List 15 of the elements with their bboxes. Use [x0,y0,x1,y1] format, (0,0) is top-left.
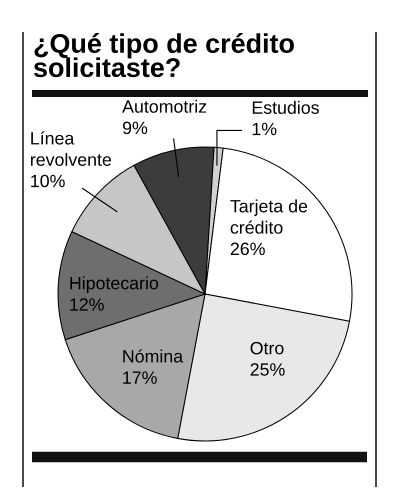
slice-label: Automotriz [122,100,206,113]
slice-label: Tarjeta de crédito [230,199,308,234]
slice-label: Estudios [252,100,319,114]
slice-label: Hipotecario [70,276,158,293]
slice-label: Nómina [123,349,184,363]
slice-label: Línea revolvente [31,131,112,166]
data-label: 1% [252,122,276,136]
data-label: 10% [31,174,65,188]
data-label: 12% [70,298,104,311]
data-label: 17% [123,371,157,384]
data-label: 9% [122,122,148,134]
data-label: 25% [250,363,285,376]
slice-label: Otro [250,342,284,354]
chart-title: ¿Qué tipo de crédito solicitaste? [34,33,294,78]
data-label: 26% [230,242,265,256]
